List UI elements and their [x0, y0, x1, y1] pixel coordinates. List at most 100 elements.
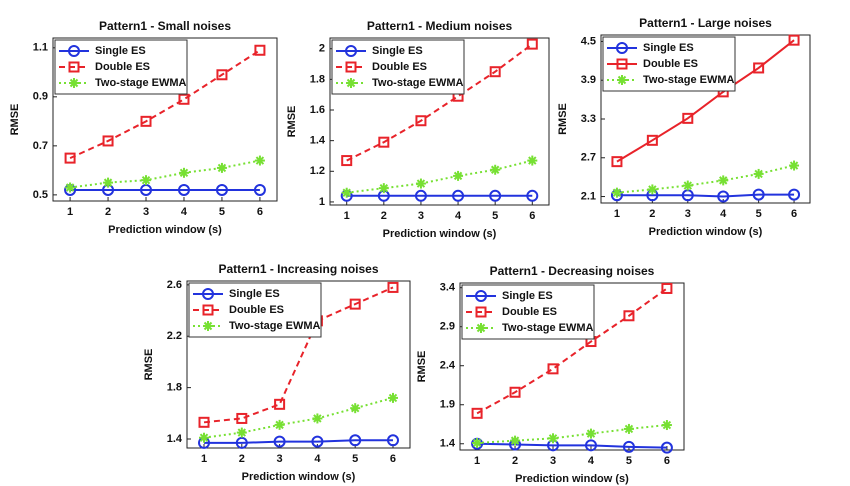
marker-stroke [510, 436, 520, 445]
y-tick-label: 3.9 [581, 74, 596, 86]
marker [547, 363, 559, 375]
marker-stroke [217, 163, 227, 173]
marker [616, 42, 628, 54]
marker-stroke [237, 428, 247, 437]
marker [788, 34, 800, 46]
series-line [346, 159, 533, 194]
x-tick-label: 4 [720, 208, 727, 220]
marker [660, 441, 673, 454]
marker [617, 75, 627, 85]
marker-stroke [350, 403, 360, 413]
marker [717, 190, 730, 203]
marker [526, 38, 538, 50]
y-tick-label: 1.4 [310, 135, 326, 147]
y-tick-label: 1.8 [167, 382, 182, 394]
marker [216, 69, 228, 81]
x-tick-label: 6 [257, 206, 263, 218]
marker [415, 178, 426, 189]
marker [623, 423, 634, 434]
legend-label: Double ES [502, 306, 557, 318]
y-tick-label: 0.9 [33, 91, 48, 103]
y-tick-label: 1.2 [310, 165, 325, 177]
chart-title: Pattern1 - Small noises [99, 19, 231, 33]
marker [141, 175, 152, 186]
marker-stroke [548, 434, 558, 443]
legend-label: Single ES [95, 45, 146, 57]
marker [611, 156, 623, 168]
x-axis-label: Prediction window (s) [108, 224, 222, 236]
legend: Single ES Double ES Two-stage EWMA [461, 284, 595, 340]
y-tick-label: 1.1 [33, 42, 48, 54]
marker [616, 58, 628, 70]
series-line [616, 39, 795, 163]
marker [682, 112, 694, 124]
marker [585, 428, 596, 439]
legend: Single ES Double ES Two-stage EWMA [54, 39, 188, 95]
y-axis-label: RMSE [286, 106, 298, 138]
x-tick-label: 6 [664, 455, 670, 467]
x-axis-label: Prediction window (s) [649, 226, 763, 238]
marker-stroke [255, 156, 265, 165]
marker [509, 386, 521, 398]
marker [475, 306, 487, 318]
y-tick-label: 2.4 [440, 360, 456, 372]
series-line [203, 396, 394, 439]
marker [527, 155, 538, 166]
y-tick-label: 2.6 [167, 279, 182, 291]
x-tick-label: 4 [314, 453, 321, 465]
marker-stroke [103, 178, 113, 187]
marker [386, 434, 399, 447]
marker-stroke [586, 429, 596, 438]
y-axis-label: RMSE [557, 103, 569, 135]
marker-stroke [754, 169, 763, 179]
marker [647, 184, 658, 195]
marker-stroke [624, 424, 634, 434]
legend-label: Double ES [643, 58, 698, 70]
y-tick-label: 4.5 [581, 35, 596, 47]
y-tick-label: 2.7 [581, 152, 596, 164]
x-axis-label: Prediction window (s) [242, 471, 356, 483]
series-line [477, 442, 667, 449]
marker [202, 288, 214, 300]
marker [346, 78, 356, 88]
marker [611, 187, 622, 198]
x-tick-label: 1 [474, 455, 480, 467]
x-tick-label: 3 [143, 206, 149, 218]
marker [68, 45, 80, 57]
y-tick-label: 0.7 [33, 140, 48, 152]
x-tick-label: 4 [455, 210, 462, 222]
marker-stroke [141, 175, 151, 185]
legend-label: Single ES [229, 288, 280, 300]
legend-label: Two-stage EWMA [502, 322, 594, 334]
marker [489, 66, 501, 78]
marker [236, 412, 248, 424]
chart-title: Pattern1 - Large noises [639, 16, 772, 30]
y-tick-label: 1.4 [440, 438, 456, 450]
y-tick-label: 1.6 [310, 104, 325, 116]
marker [64, 152, 76, 164]
x-tick-label: 1 [201, 453, 207, 465]
marker [311, 435, 324, 448]
legend-label: Two-stage EWMA [229, 320, 321, 332]
marker-stroke [472, 438, 482, 448]
y-tick-label: 2.2 [167, 330, 182, 342]
legend: Single ES Double ES Two-stage EWMA [602, 36, 736, 92]
marker-stroke [313, 414, 322, 423]
marker [235, 436, 248, 449]
y-tick-label: 2.1 [581, 190, 596, 202]
marker [472, 437, 483, 448]
marker [69, 78, 79, 88]
marker [475, 290, 487, 302]
marker-stroke [69, 78, 79, 88]
legend-label: Single ES [643, 42, 694, 54]
legend-label: Double ES [229, 304, 284, 316]
marker-stroke [490, 165, 500, 174]
marker [236, 427, 247, 438]
x-axis-label: Prediction window (s) [515, 473, 629, 485]
chart-title: Pattern1 - Increasing noises [218, 262, 378, 276]
series-line [476, 287, 668, 415]
x-tick-label: 3 [550, 455, 556, 467]
marker-stroke [648, 185, 657, 194]
y-tick-label: 2.9 [440, 321, 455, 333]
marker [476, 323, 486, 333]
